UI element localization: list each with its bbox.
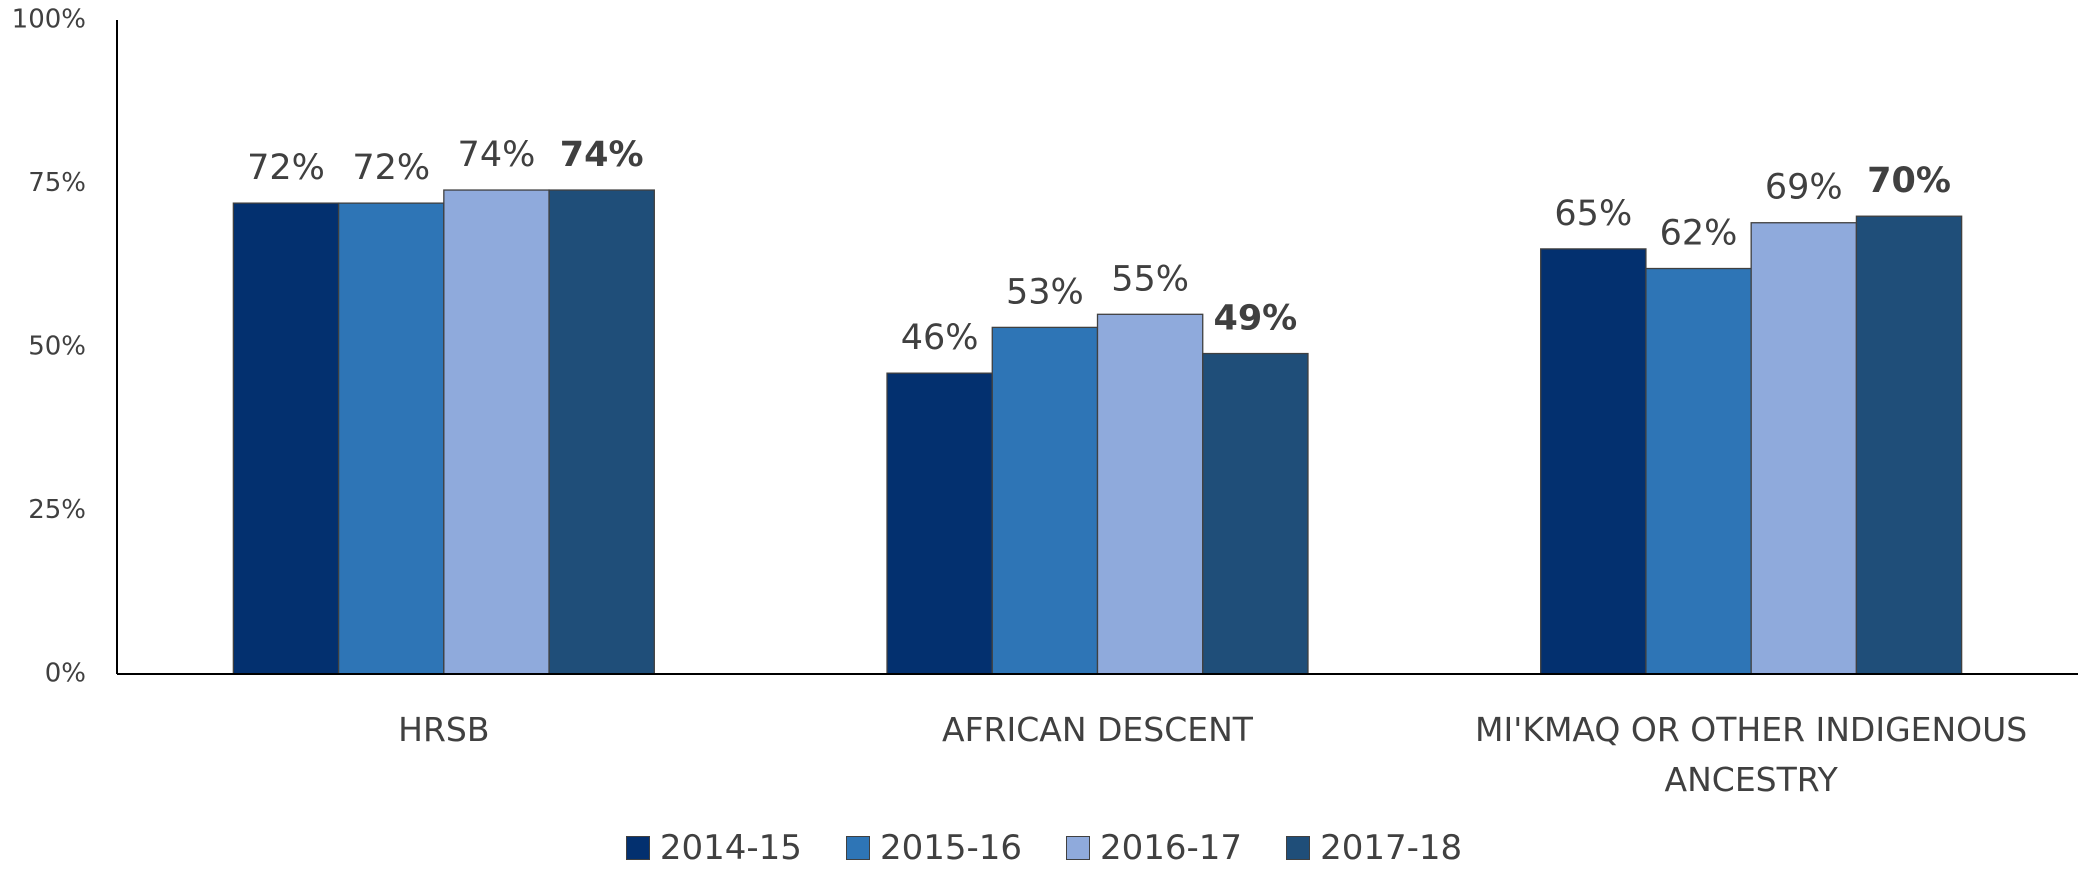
data-label: 49%: [1213, 299, 1297, 339]
bar: [337, 202, 445, 675]
legend-label: 2014-15: [659, 828, 802, 868]
bar: [548, 189, 655, 675]
data-label: 74%: [458, 135, 536, 175]
legend-item: 2014-15: [625, 828, 802, 868]
data-label: 46%: [901, 318, 979, 358]
x-tick-label: HRSB: [398, 710, 490, 749]
data-label: 72%: [352, 148, 430, 188]
legend-item: 2015-16: [845, 828, 1022, 868]
legend-swatch: [625, 836, 650, 860]
legend-item: 2016-17: [1066, 828, 1242, 868]
bar: [1855, 215, 1963, 675]
y-tick-label: 100%: [12, 5, 86, 35]
legend: 2014-15 2015-16 2016-17 2017-18: [0, 828, 2088, 868]
legend-label: 2015-16: [879, 828, 1022, 868]
x-tick-label: MI'KMAQ OR OTHER INDIGENOUS ANCESTRY: [1475, 710, 2028, 799]
legend-label: 2016-17: [1100, 828, 1243, 868]
data-label: 55%: [1111, 259, 1189, 299]
bar: [1096, 313, 1204, 675]
y-tick-label: 50%: [28, 332, 86, 362]
data-label: 72%: [247, 148, 325, 188]
bar: [886, 372, 993, 675]
bar: [443, 189, 550, 675]
legend-swatch: [845, 836, 870, 860]
y-tick-label: 0%: [45, 659, 86, 689]
legend-swatch: [1286, 836, 1311, 860]
bar: [1202, 352, 1309, 675]
y-tick-label: 25%: [28, 495, 86, 525]
data-label: 74%: [560, 135, 644, 175]
data-label: 53%: [1006, 272, 1084, 312]
bar: [1750, 222, 1858, 675]
y-tick-label: 75%: [28, 168, 86, 198]
bar: [1645, 267, 1752, 675]
legend-label: 2017-18: [1320, 828, 1463, 868]
bar: [991, 326, 1099, 675]
bar: [232, 202, 340, 675]
x-tick-label: AFRICAN DESCENT: [942, 710, 1253, 749]
data-label: 69%: [1765, 168, 1843, 208]
data-label: 62%: [1660, 214, 1738, 254]
data-label: 70%: [1867, 161, 1951, 201]
data-label: 65%: [1554, 194, 1632, 234]
legend-item: 2017-18: [1286, 828, 1462, 868]
legend-swatch: [1066, 836, 1090, 860]
bar: [1540, 248, 1647, 675]
